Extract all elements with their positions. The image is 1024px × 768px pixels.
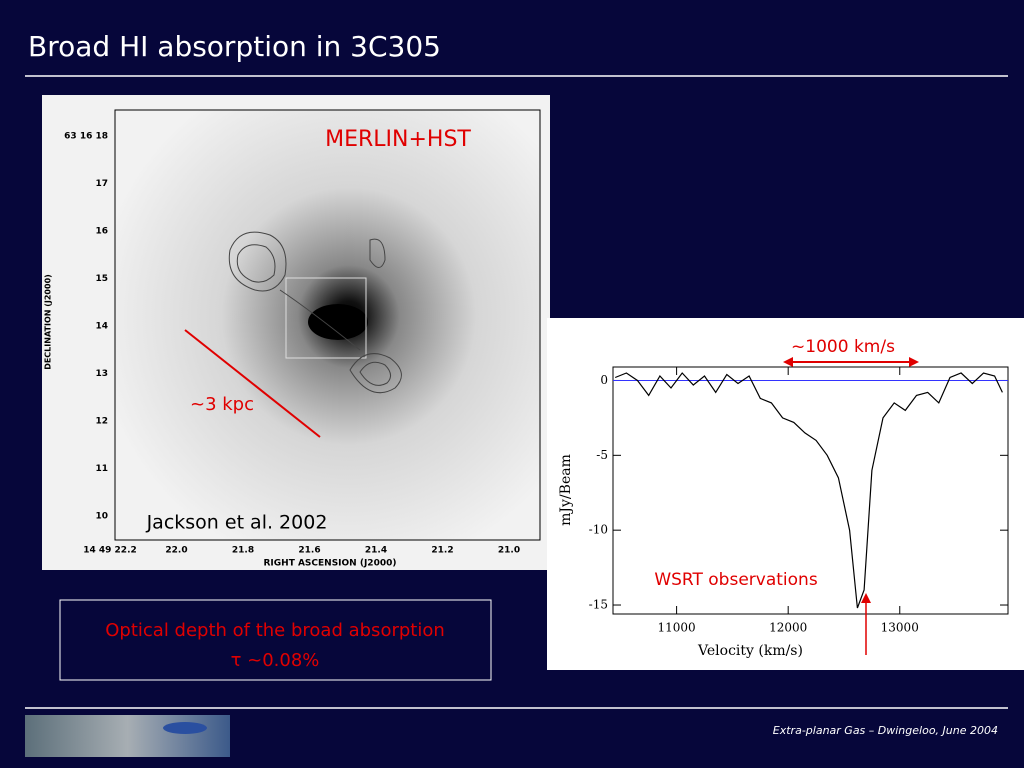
inset-box — [285, 277, 367, 359]
annotation: WSRT observations — [654, 570, 818, 590]
image-frame — [114, 109, 541, 541]
image-y-tick: 12 — [95, 417, 108, 427]
width-label: ~1000 km/s — [791, 337, 895, 357]
spectrum-line — [614, 372, 1003, 609]
y-axis-label: mJy/Beam — [558, 454, 574, 526]
x-tick-label: 11000 — [658, 621, 696, 635]
image-y-tick: 17 — [95, 179, 108, 189]
image-x-tick: 14 49 22.2 — [83, 546, 137, 556]
citation: Jackson et al. 2002 — [146, 512, 328, 534]
footer: Extra-planar Gas – Dwingeloo, June 2004 — [773, 724, 998, 737]
x-tick-label: 12000 — [769, 621, 807, 635]
scale-label: ~3 kpc — [190, 394, 254, 415]
plot-frame — [612, 366, 1009, 615]
image-y-tick: 63 16 18 — [64, 132, 108, 142]
spectrum-panel — [547, 318, 1024, 670]
image-label: MERLIN+HST — [325, 127, 471, 152]
logo-badge — [163, 722, 207, 734]
image-x-label: RIGHT ASCENSION (J2000) — [264, 559, 397, 569]
image-x-tick: 21.8 — [232, 546, 254, 556]
contours — [228, 231, 402, 393]
x-tick-label: 13000 — [881, 621, 919, 635]
y-tick-label: 0 — [600, 373, 608, 387]
image-panel: MERLIN+HST ~3 kpc Jackson et al. 2002 DE… — [42, 95, 550, 570]
y-tick-label: -5 — [596, 448, 608, 462]
image-y-tick: 15 — [95, 274, 108, 284]
image-y-tick: 11 — [95, 464, 108, 474]
scale-bar — [184, 329, 321, 438]
pointer-head — [861, 593, 871, 603]
image-x-tick: 21.6 — [298, 546, 320, 556]
image-y-label: DECLINATION (J2000) — [44, 274, 53, 370]
image-x-tick: 21.4 — [365, 546, 387, 556]
image-y-tick: 14 — [95, 322, 108, 332]
image-y-tick: 13 — [95, 369, 108, 379]
image-y-tick: 10 — [95, 512, 108, 522]
y-tick-label: -15 — [589, 598, 608, 612]
logo — [25, 715, 230, 757]
note-box — [59, 599, 492, 681]
note-line: Optical depth of the broad absorption — [105, 620, 445, 641]
nucleus — [308, 304, 368, 340]
image-x-tick: 21.2 — [431, 546, 453, 556]
x-axis-label: Velocity (km/s) — [697, 643, 803, 659]
image-x-tick: 22.0 — [165, 546, 187, 556]
image-y-tick: 16 — [95, 227, 108, 237]
y-tick-label: -10 — [589, 523, 608, 537]
note-line: τ ~0.08% — [231, 650, 320, 671]
image-x-tick: 21.0 — [498, 546, 520, 556]
title: Broad HI absorption in 3C305 — [28, 30, 441, 63]
